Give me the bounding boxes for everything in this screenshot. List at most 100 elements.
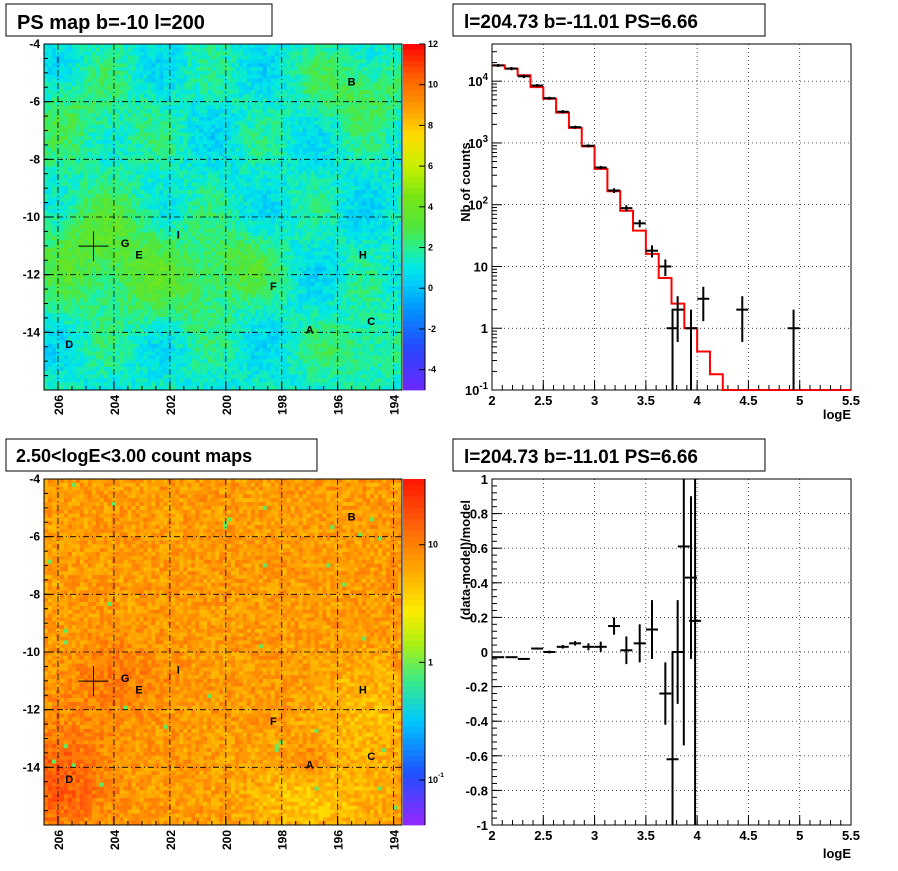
heatmap-cell [290, 243, 295, 249]
heatmap-cell [390, 55, 395, 60]
heatmap-cell [366, 193, 371, 199]
heatmap-cell [338, 101, 343, 106]
heatmap-cell [266, 247, 272, 252]
heatmap-cell [234, 86, 240, 91]
heatmap-cell [71, 44, 77, 49]
heatmap-cell [390, 117, 395, 122]
heatmap-cell [398, 243, 403, 249]
heatmap-cell [211, 44, 216, 49]
heatmap-cell [167, 232, 172, 237]
heatmap-cell [310, 217, 315, 222]
heatmap-cell [262, 78, 268, 83]
heatmap-cell [302, 151, 307, 156]
heatmap-cell [191, 147, 196, 152]
heatmap-cell [51, 163, 57, 168]
heatmap-cell [187, 190, 192, 195]
heatmap-cell [123, 51, 128, 56]
heatmap-cell [67, 247, 73, 252]
heatmap-cell [211, 205, 216, 210]
heatmap-cell [350, 174, 355, 179]
heatmap-cell [266, 128, 272, 133]
heatmap-cell [123, 190, 128, 195]
heatmap-cell [91, 70, 97, 76]
heatmap-cell [394, 205, 399, 210]
heatmap-cell [354, 163, 359, 168]
heatmap-cell [298, 209, 303, 214]
heatmap-cell [211, 159, 216, 164]
heatmap-cell [262, 124, 268, 129]
heatmap-cell [386, 232, 391, 237]
heatmap-cell [191, 59, 196, 64]
heatmap-cell [322, 136, 327, 141]
heatmap-cell [282, 113, 287, 118]
heatmap-cell [51, 213, 57, 218]
heatmap-cell [147, 174, 152, 179]
heatmap-cell [318, 78, 323, 83]
heatmap-cell [290, 101, 295, 106]
heatmap-cell [127, 132, 132, 137]
heatmap-cell [238, 228, 244, 233]
heatmap-cell [262, 197, 268, 202]
heatmap-cell [362, 51, 367, 56]
heatmap-cell [382, 63, 387, 68]
heatmap-cell [378, 124, 383, 129]
heatmap-cell [79, 143, 85, 149]
heatmap-cell [226, 74, 232, 79]
heatmap-cell [51, 86, 57, 91]
heatmap-cell [358, 243, 363, 249]
heatmap-cell [306, 220, 311, 226]
heatmap-cell [386, 217, 391, 222]
heatmap-cell [163, 186, 168, 191]
heatmap-cell [199, 247, 204, 252]
heatmap-cell [199, 163, 204, 168]
heatmap-cell [398, 78, 403, 83]
heatmap-cell [143, 117, 148, 122]
heatmap-cell [195, 51, 200, 56]
heatmap-cell [270, 217, 276, 222]
heatmap-cell [187, 101, 192, 106]
heatmap-cell [103, 63, 108, 68]
heatmap-cell [310, 128, 315, 133]
heatmap-cell [99, 255, 105, 260]
heatmap-cell [215, 51, 220, 56]
heatmap-cell [322, 78, 327, 83]
heatmap-cell [278, 59, 284, 64]
heatmap-cell [254, 174, 260, 179]
heatmap-cell [382, 147, 387, 152]
heatmap-cell [59, 255, 65, 260]
heatmap-cell [143, 132, 148, 137]
heatmap-cell [219, 97, 224, 103]
heatmap-cell [155, 236, 160, 241]
heatmap-cell [234, 170, 240, 176]
heatmap-cell [127, 163, 132, 168]
heatmap-cell [131, 147, 136, 152]
heatmap-cell [346, 59, 351, 64]
heatmap-cell [270, 109, 276, 114]
heatmap-cell [155, 228, 160, 233]
heatmap-cell [334, 67, 339, 72]
heatmap-cell [298, 186, 303, 191]
heatmap-cell [330, 132, 335, 137]
heatmap-cell [175, 143, 180, 149]
heatmap-cell [286, 97, 291, 103]
heatmap-cell [67, 232, 73, 237]
heatmap-cell [398, 82, 403, 87]
heatmap-cell [398, 224, 403, 229]
heatmap-cell [211, 90, 216, 95]
heatmap-cell [223, 143, 228, 149]
heatmap-cell [298, 224, 303, 229]
heatmap-cell [394, 128, 399, 133]
heatmap-cell [314, 44, 319, 49]
heatmap-cell [262, 193, 268, 199]
heatmap-cell [326, 247, 331, 252]
heatmap-cell [234, 213, 240, 218]
heatmap-cell [326, 155, 331, 160]
heatmap-cell [103, 140, 108, 145]
heatmap-cell [358, 240, 363, 245]
heatmap-cell [298, 197, 303, 202]
heatmap-cell [398, 209, 403, 214]
heatmap-cell [394, 97, 399, 103]
heatmap-cell [378, 159, 383, 164]
heatmap-cell [386, 74, 391, 79]
heatmap-cell [67, 251, 73, 256]
